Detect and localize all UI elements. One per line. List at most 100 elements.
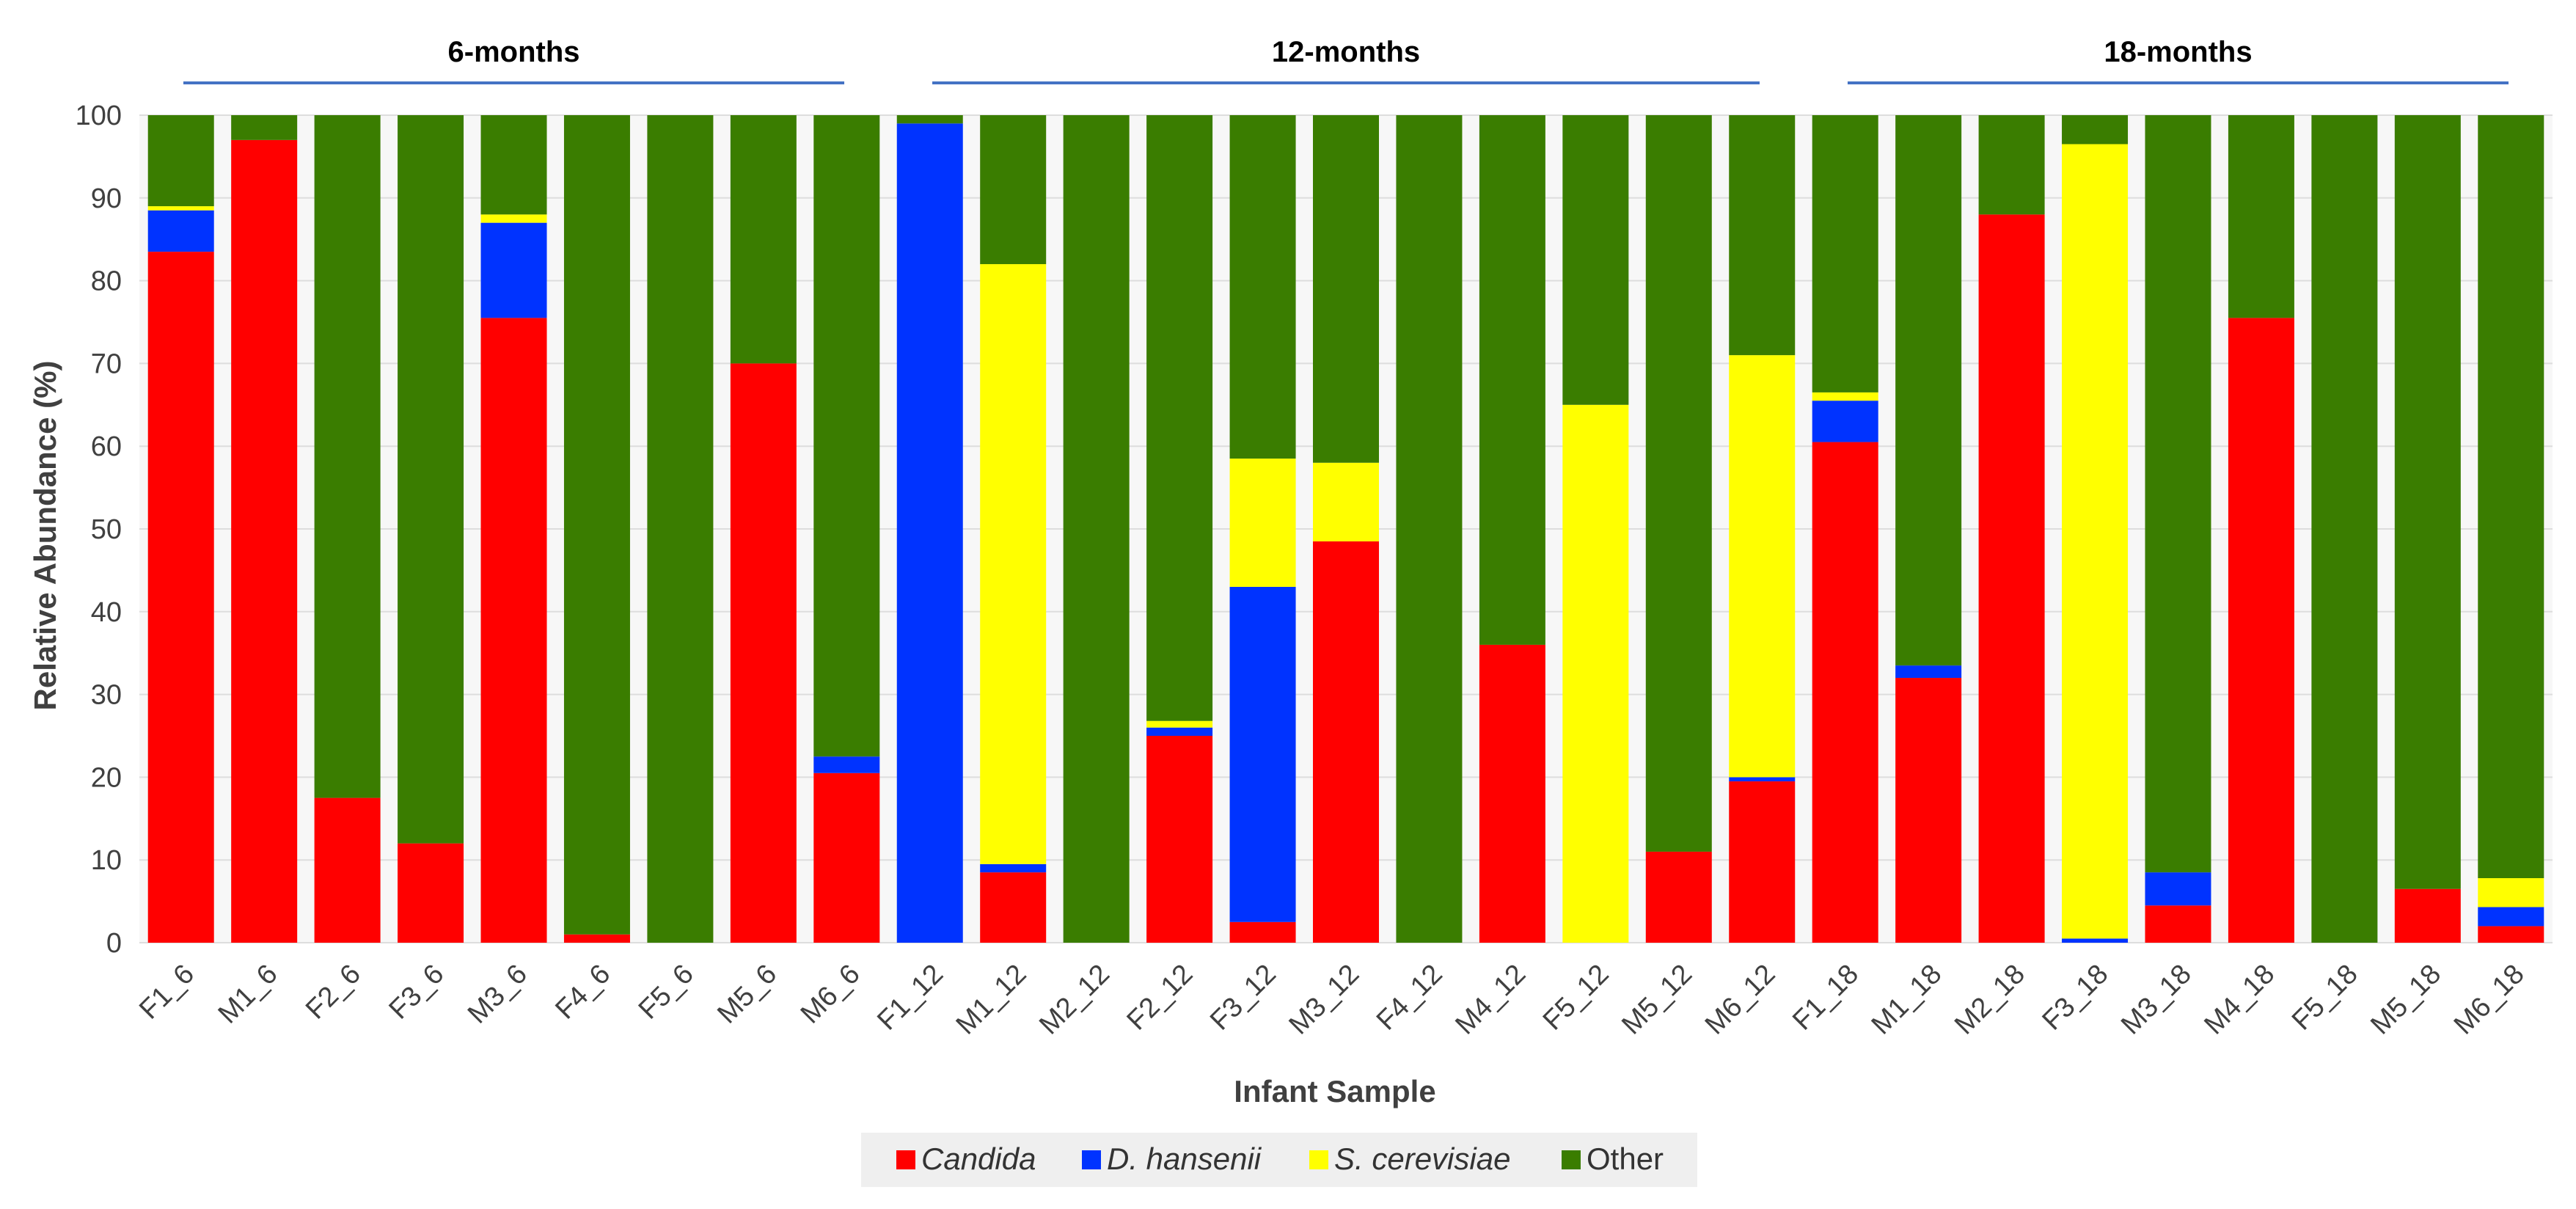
bar-segment-other bbox=[980, 115, 1047, 265]
bar-segment-candida bbox=[2394, 888, 2461, 943]
x-tick-label: F4_12 bbox=[1371, 959, 1449, 1037]
bar-segment-other bbox=[1562, 115, 1629, 405]
bar-segment-other bbox=[2062, 115, 2129, 145]
y-tick-label: 30 bbox=[91, 680, 122, 711]
bar-segment-other bbox=[1812, 115, 1878, 392]
x-tick-label: M6_18 bbox=[2448, 959, 2531, 1041]
group-label: 6-months bbox=[448, 36, 580, 68]
legend-swatch bbox=[1309, 1150, 1328, 1169]
x-tick-label: M5_12 bbox=[1616, 959, 1698, 1041]
bar-segment-candida bbox=[1645, 851, 1712, 943]
x-tick-label: F3_12 bbox=[1204, 959, 1282, 1037]
bar-segment-other bbox=[2478, 115, 2544, 879]
y-tick-label: 50 bbox=[91, 514, 122, 545]
bar-segment-other bbox=[730, 115, 797, 364]
bar-segment-other bbox=[1396, 115, 1463, 943]
x-tick-label: M1_12 bbox=[951, 959, 1033, 1041]
legend-label: Other bbox=[1587, 1142, 1664, 1176]
x-tick-label: M4_12 bbox=[1449, 959, 1532, 1041]
legend-label: S. cerevisiae bbox=[1334, 1142, 1510, 1176]
y-tick-label: 40 bbox=[91, 597, 122, 628]
bar-segment-s-cerevisiae bbox=[2478, 878, 2544, 907]
bar-segment-candida bbox=[1812, 442, 1878, 943]
x-tick-label: F1_18 bbox=[1787, 959, 1865, 1037]
y-tick-label: 0 bbox=[106, 928, 122, 959]
bar-segment-other bbox=[2145, 115, 2211, 873]
x-tick-label: M3_6 bbox=[462, 959, 533, 1030]
legend-label: Candida bbox=[921, 1142, 1036, 1176]
bar-segment-candida bbox=[398, 843, 464, 943]
bar-segment-other bbox=[1313, 115, 1379, 463]
x-tick-label: M6_6 bbox=[795, 959, 866, 1030]
bar-segment-d-hansenii bbox=[813, 756, 880, 773]
bar-segment-other bbox=[314, 115, 381, 798]
bar-segment-candida bbox=[1313, 541, 1379, 943]
x-tick-label: M6_12 bbox=[1699, 959, 1782, 1041]
bar-segment-s-cerevisiae bbox=[1146, 720, 1213, 728]
y-tick-label: 100 bbox=[76, 101, 122, 131]
legend-swatch bbox=[1082, 1150, 1101, 1169]
bar-segment-other bbox=[1729, 115, 1796, 356]
bar-segment-other bbox=[231, 115, 298, 140]
bar-segment-other bbox=[398, 115, 464, 844]
bar-segment-other bbox=[1645, 115, 1712, 852]
y-axis-title: Relative Abundance (%) bbox=[28, 361, 62, 711]
bar-segment-candida bbox=[730, 363, 797, 943]
bar-segment-candida bbox=[563, 934, 630, 943]
bar-segment-other bbox=[563, 115, 630, 935]
bar-segment-s-cerevisiae bbox=[480, 214, 547, 223]
bars bbox=[147, 115, 2544, 943]
legend-swatch bbox=[896, 1150, 915, 1169]
bar-segment-d-hansenii bbox=[1729, 777, 1796, 782]
legend-background bbox=[861, 1133, 1697, 1187]
bar-segment-s-cerevisiae bbox=[1229, 459, 1296, 587]
legend-swatch bbox=[1562, 1150, 1581, 1169]
bar-segment-d-hansenii bbox=[896, 123, 963, 943]
bar-segment-other bbox=[647, 115, 714, 943]
x-tick-label: F1_6 bbox=[133, 959, 200, 1026]
bar-segment-candida bbox=[813, 772, 880, 943]
y-tick-label: 10 bbox=[91, 845, 122, 876]
bar-segment-other bbox=[1229, 115, 1296, 459]
x-tick-label: M1_18 bbox=[1866, 959, 1948, 1041]
bar-segment-s-cerevisiae bbox=[1812, 392, 1878, 401]
y-tick-label: 90 bbox=[91, 183, 122, 214]
bar-segment-d-hansenii bbox=[1895, 665, 1962, 679]
y-tick-label: 70 bbox=[91, 348, 122, 379]
bar-segment-other bbox=[896, 115, 963, 124]
x-tick-label: F5_12 bbox=[1537, 959, 1615, 1037]
bar-segment-d-hansenii bbox=[147, 210, 214, 252]
bar-segment-s-cerevisiae bbox=[1313, 462, 1379, 541]
bar-segment-d-hansenii bbox=[480, 222, 547, 318]
legend: Candida D. hansenii S. cerevisiae Other bbox=[861, 1133, 1697, 1187]
bar-segment-candida bbox=[147, 252, 214, 943]
bar-segment-candida bbox=[2145, 905, 2211, 943]
bar-segment-s-cerevisiae bbox=[1729, 355, 1796, 778]
y-tick-label: 80 bbox=[91, 266, 122, 297]
bar-segment-other bbox=[1146, 115, 1213, 721]
x-tick-label: F2_12 bbox=[1121, 959, 1199, 1037]
bar-segment-other bbox=[1063, 115, 1130, 943]
bar-segment-other bbox=[813, 115, 880, 757]
bar-segment-s-cerevisiae bbox=[1562, 404, 1629, 943]
bar-segment-d-hansenii bbox=[2145, 872, 2211, 906]
bar-segment-candida bbox=[231, 139, 298, 943]
bar-segment-d-hansenii bbox=[1812, 401, 1878, 442]
group-headers: 6-months 12-months 18-months bbox=[183, 36, 2509, 84]
x-tick-label: F4_6 bbox=[549, 959, 616, 1026]
x-tick-label: M1_6 bbox=[213, 959, 284, 1030]
bar-segment-candida bbox=[1146, 736, 1213, 943]
bar-segment-s-cerevisiae bbox=[147, 206, 214, 211]
bar-segment-d-hansenii bbox=[2478, 907, 2544, 927]
y-tick-label: 60 bbox=[91, 431, 122, 462]
bar-segment-candida bbox=[480, 318, 547, 943]
bar-segment-other bbox=[2311, 115, 2378, 943]
bar-segment-candida bbox=[314, 797, 381, 943]
bar-segment-d-hansenii bbox=[1229, 586, 1296, 922]
bar-segment-other bbox=[1479, 115, 1545, 645]
x-tick-label: M5_6 bbox=[711, 959, 783, 1030]
bar-segment-candida bbox=[1229, 921, 1296, 943]
bar-segment-other bbox=[1978, 115, 2045, 215]
x-tick-label: F1_12 bbox=[871, 959, 949, 1037]
